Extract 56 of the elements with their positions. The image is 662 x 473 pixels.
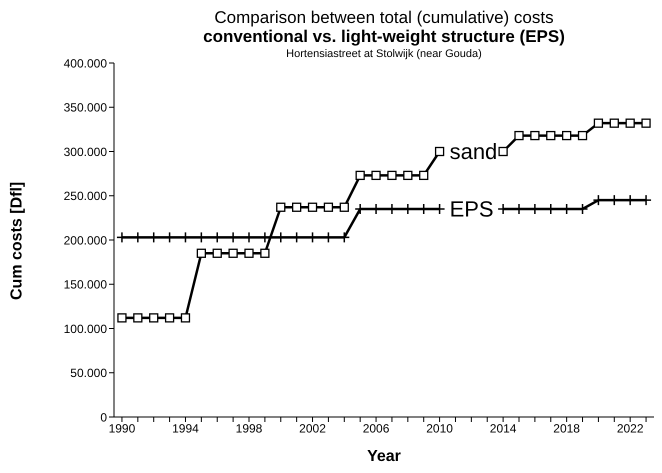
point — [434, 146, 444, 156]
y-tick-label: 300.000 — [64, 144, 108, 159]
y-tick-label: 350.000 — [64, 100, 108, 115]
y-tick-label: 50.000 — [70, 366, 108, 380]
point — [212, 248, 222, 258]
chart-title: Comparison between total (cumulative) costs — [213, 8, 555, 28]
point — [180, 313, 190, 323]
x-tick-label: 1998 — [236, 422, 263, 436]
series-label: sand — [450, 139, 498, 164]
x-tick-label: 2010 — [426, 422, 454, 436]
text: Hortensiastreet at Stolwijk (near Gouda) — [285, 48, 483, 61]
point — [546, 130, 556, 140]
point — [260, 248, 270, 258]
point — [133, 313, 142, 323]
y-tick-label: 100.000 — [64, 322, 108, 336]
point — [610, 118, 619, 128]
x-tick-label: 2006 — [362, 422, 390, 436]
point — [164, 313, 174, 323]
y-tick-label: 150.000 — [64, 278, 108, 292]
point — [324, 202, 334, 212]
point — [562, 130, 572, 140]
point — [356, 170, 365, 180]
x-tick-label: 1994 — [172, 422, 200, 436]
point — [244, 248, 254, 258]
point — [149, 313, 158, 323]
point — [117, 313, 127, 323]
point — [530, 130, 540, 140]
point — [578, 130, 588, 140]
point — [340, 202, 349, 212]
point — [594, 118, 604, 128]
x-tick-label: 2022 — [616, 422, 644, 436]
point — [292, 202, 302, 212]
point — [626, 118, 635, 128]
y-tick-label: 250.000 — [64, 189, 108, 204]
point — [371, 170, 381, 180]
point — [308, 202, 318, 212]
point — [498, 146, 508, 156]
chart-subtitle: conventional vs. light-weight structure (EPS) — [202, 27, 566, 47]
x-tick-label: 2002 — [299, 422, 326, 436]
y-tick-label: 0 — [100, 410, 108, 424]
point — [387, 170, 397, 180]
x-tick-label: 2014 — [490, 422, 517, 436]
x-axis-title: Year — [367, 448, 401, 465]
point — [419, 170, 428, 180]
point — [641, 118, 651, 128]
point — [514, 130, 524, 140]
series-label: EPS — [450, 196, 494, 222]
point — [403, 170, 412, 180]
y-tick-label: 200.000 — [64, 233, 108, 248]
point — [228, 248, 238, 258]
x-tick-label: 1990 — [108, 422, 136, 436]
point — [276, 202, 286, 212]
y-tick-label: 400.000 — [64, 56, 108, 70]
point — [196, 248, 206, 258]
x-tick-label: 2018 — [553, 422, 580, 436]
y-axis-title: Cum costs [Dfl] — [8, 182, 26, 300]
